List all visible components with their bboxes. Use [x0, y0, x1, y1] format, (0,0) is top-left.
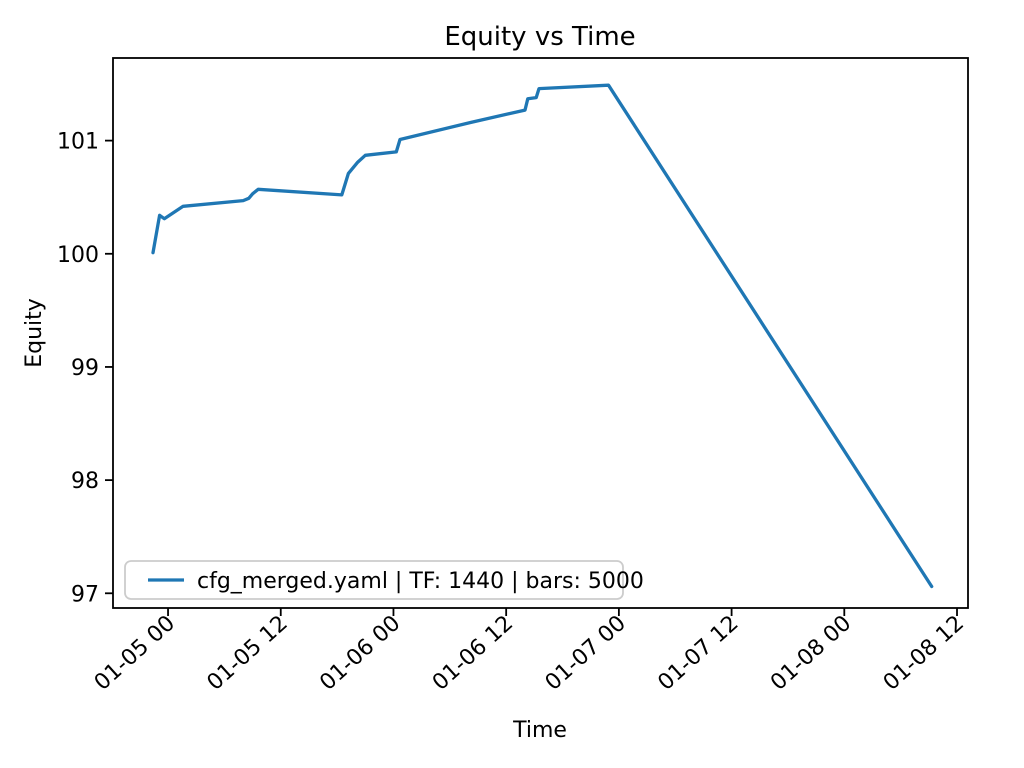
- x-tick-label: 01-06 12: [428, 611, 518, 696]
- x-tick-label: 01-07 12: [653, 611, 743, 696]
- y-tick-label: 101: [57, 130, 99, 155]
- x-tick-label: 01-08 12: [879, 611, 969, 696]
- x-tick-label: 01-05 00: [90, 611, 180, 696]
- y-tick-label: 99: [71, 356, 99, 381]
- x-axis-label: Time: [512, 718, 567, 743]
- y-axis-ticks: 97 98 99 100 101: [57, 130, 113, 607]
- series-group: [151, 83, 934, 589]
- legend-frame: [124, 560, 624, 600]
- y-tick-label: 100: [57, 243, 99, 268]
- x-tick-label: 01-05 12: [203, 611, 293, 696]
- y-tick-label: 97: [71, 582, 99, 607]
- legend-label: cfg_merged.yaml | TF: 1440 | bars: 5000: [197, 569, 644, 594]
- y-axis-label: Equity: [22, 298, 47, 368]
- x-tick-label: 01-08 00: [766, 611, 856, 696]
- x-tick-label: 01-06 00: [315, 611, 405, 696]
- x-axis-ticks: 01-05 00 01-05 12 01-06 00 01-06 12 01-07 00…: [90, 608, 969, 696]
- x-tick-label: 01-07 00: [541, 611, 631, 696]
- legend: cfg_merged.yaml | TF: 1440 | bars: 5000: [124, 560, 644, 600]
- y-tick-label: 98: [71, 469, 99, 494]
- chart-title: Equity vs Time: [444, 22, 635, 52]
- equity-line: [151, 83, 934, 589]
- plot-border: [112, 57, 969, 609]
- plot-area: [113, 58, 968, 608]
